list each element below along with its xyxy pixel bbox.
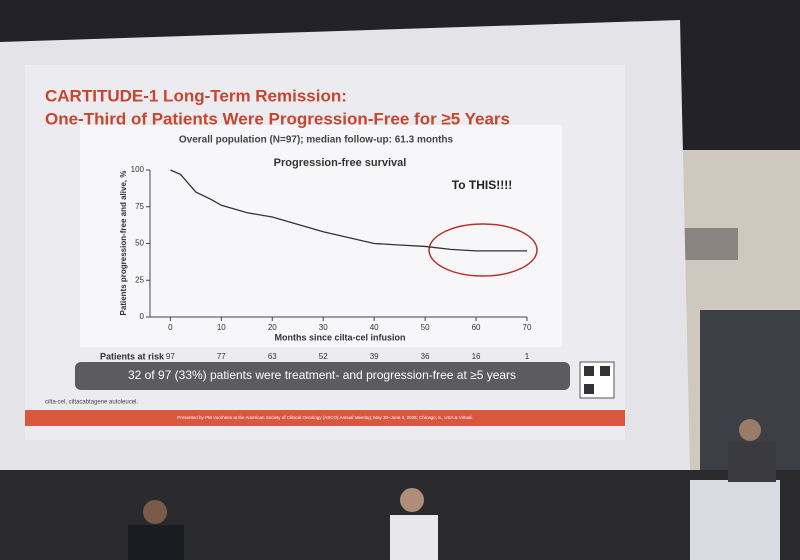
banner <box>75 362 570 390</box>
y-axis-label: Patients progression-free and alive, % <box>119 171 128 316</box>
footnote: cilta-cel, ciltacabtagene autoleucel. <box>45 400 138 406</box>
slide-title: CARTITUDE-1 Long-Term Remission: <box>45 86 347 105</box>
y-tick-label: 25 <box>135 275 144 284</box>
footer-text: Presented by PM Voorhees at the American… <box>177 415 473 420</box>
at-risk-label: Patients at risk <box>100 351 165 361</box>
person <box>400 488 424 512</box>
chart-title: Overall population (N=97); median follow… <box>179 135 454 146</box>
slide-title: One-Third of Patients Were Progression-F… <box>45 109 510 128</box>
x-tick-label: 30 <box>319 323 328 332</box>
chart-panel <box>80 125 562 347</box>
x-tick-label: 70 <box>523 323 532 332</box>
at-risk-count: 16 <box>472 352 481 361</box>
qr-code <box>584 384 594 394</box>
podium <box>690 480 780 560</box>
person <box>739 419 761 441</box>
survival-line <box>170 169 527 252</box>
x-tick-label: 50 <box>421 323 430 332</box>
banner-text: 32 of 97 (33%) patients were treatment- … <box>128 368 516 382</box>
highlight-ellipse <box>428 223 538 277</box>
person <box>143 500 167 524</box>
qr-code <box>600 366 610 376</box>
at-risk-count: 39 <box>370 352 379 361</box>
at-risk-count: 97 <box>166 352 175 361</box>
person <box>128 525 184 560</box>
x-tick-label: 40 <box>370 323 379 332</box>
at-risk-count: 77 <box>217 352 226 361</box>
y-tick-label: 75 <box>135 202 144 211</box>
y-tick-label: 50 <box>135 239 144 248</box>
at-risk-count: 52 <box>319 352 328 361</box>
at-risk-count: 63 <box>268 352 277 361</box>
at-risk-count: 36 <box>421 352 430 361</box>
person <box>728 442 776 482</box>
footer-bar <box>25 410 625 426</box>
x-tick-label: 60 <box>472 323 481 332</box>
x-tick-label: 20 <box>268 323 277 332</box>
qr-code <box>584 366 594 376</box>
at-risk-count: 1 <box>525 352 530 361</box>
x-tick-label: 10 <box>217 323 226 332</box>
x-tick-label: 0 <box>168 323 173 332</box>
person <box>390 515 438 560</box>
y-tick-label: 0 <box>140 312 145 321</box>
x-axis-label: Months since cilta-cel infusion <box>274 332 405 342</box>
chart-subtitle: Progression-free survival <box>274 157 407 169</box>
annotation: To THIS!!!! <box>452 178 512 192</box>
y-tick-label: 100 <box>131 165 145 174</box>
